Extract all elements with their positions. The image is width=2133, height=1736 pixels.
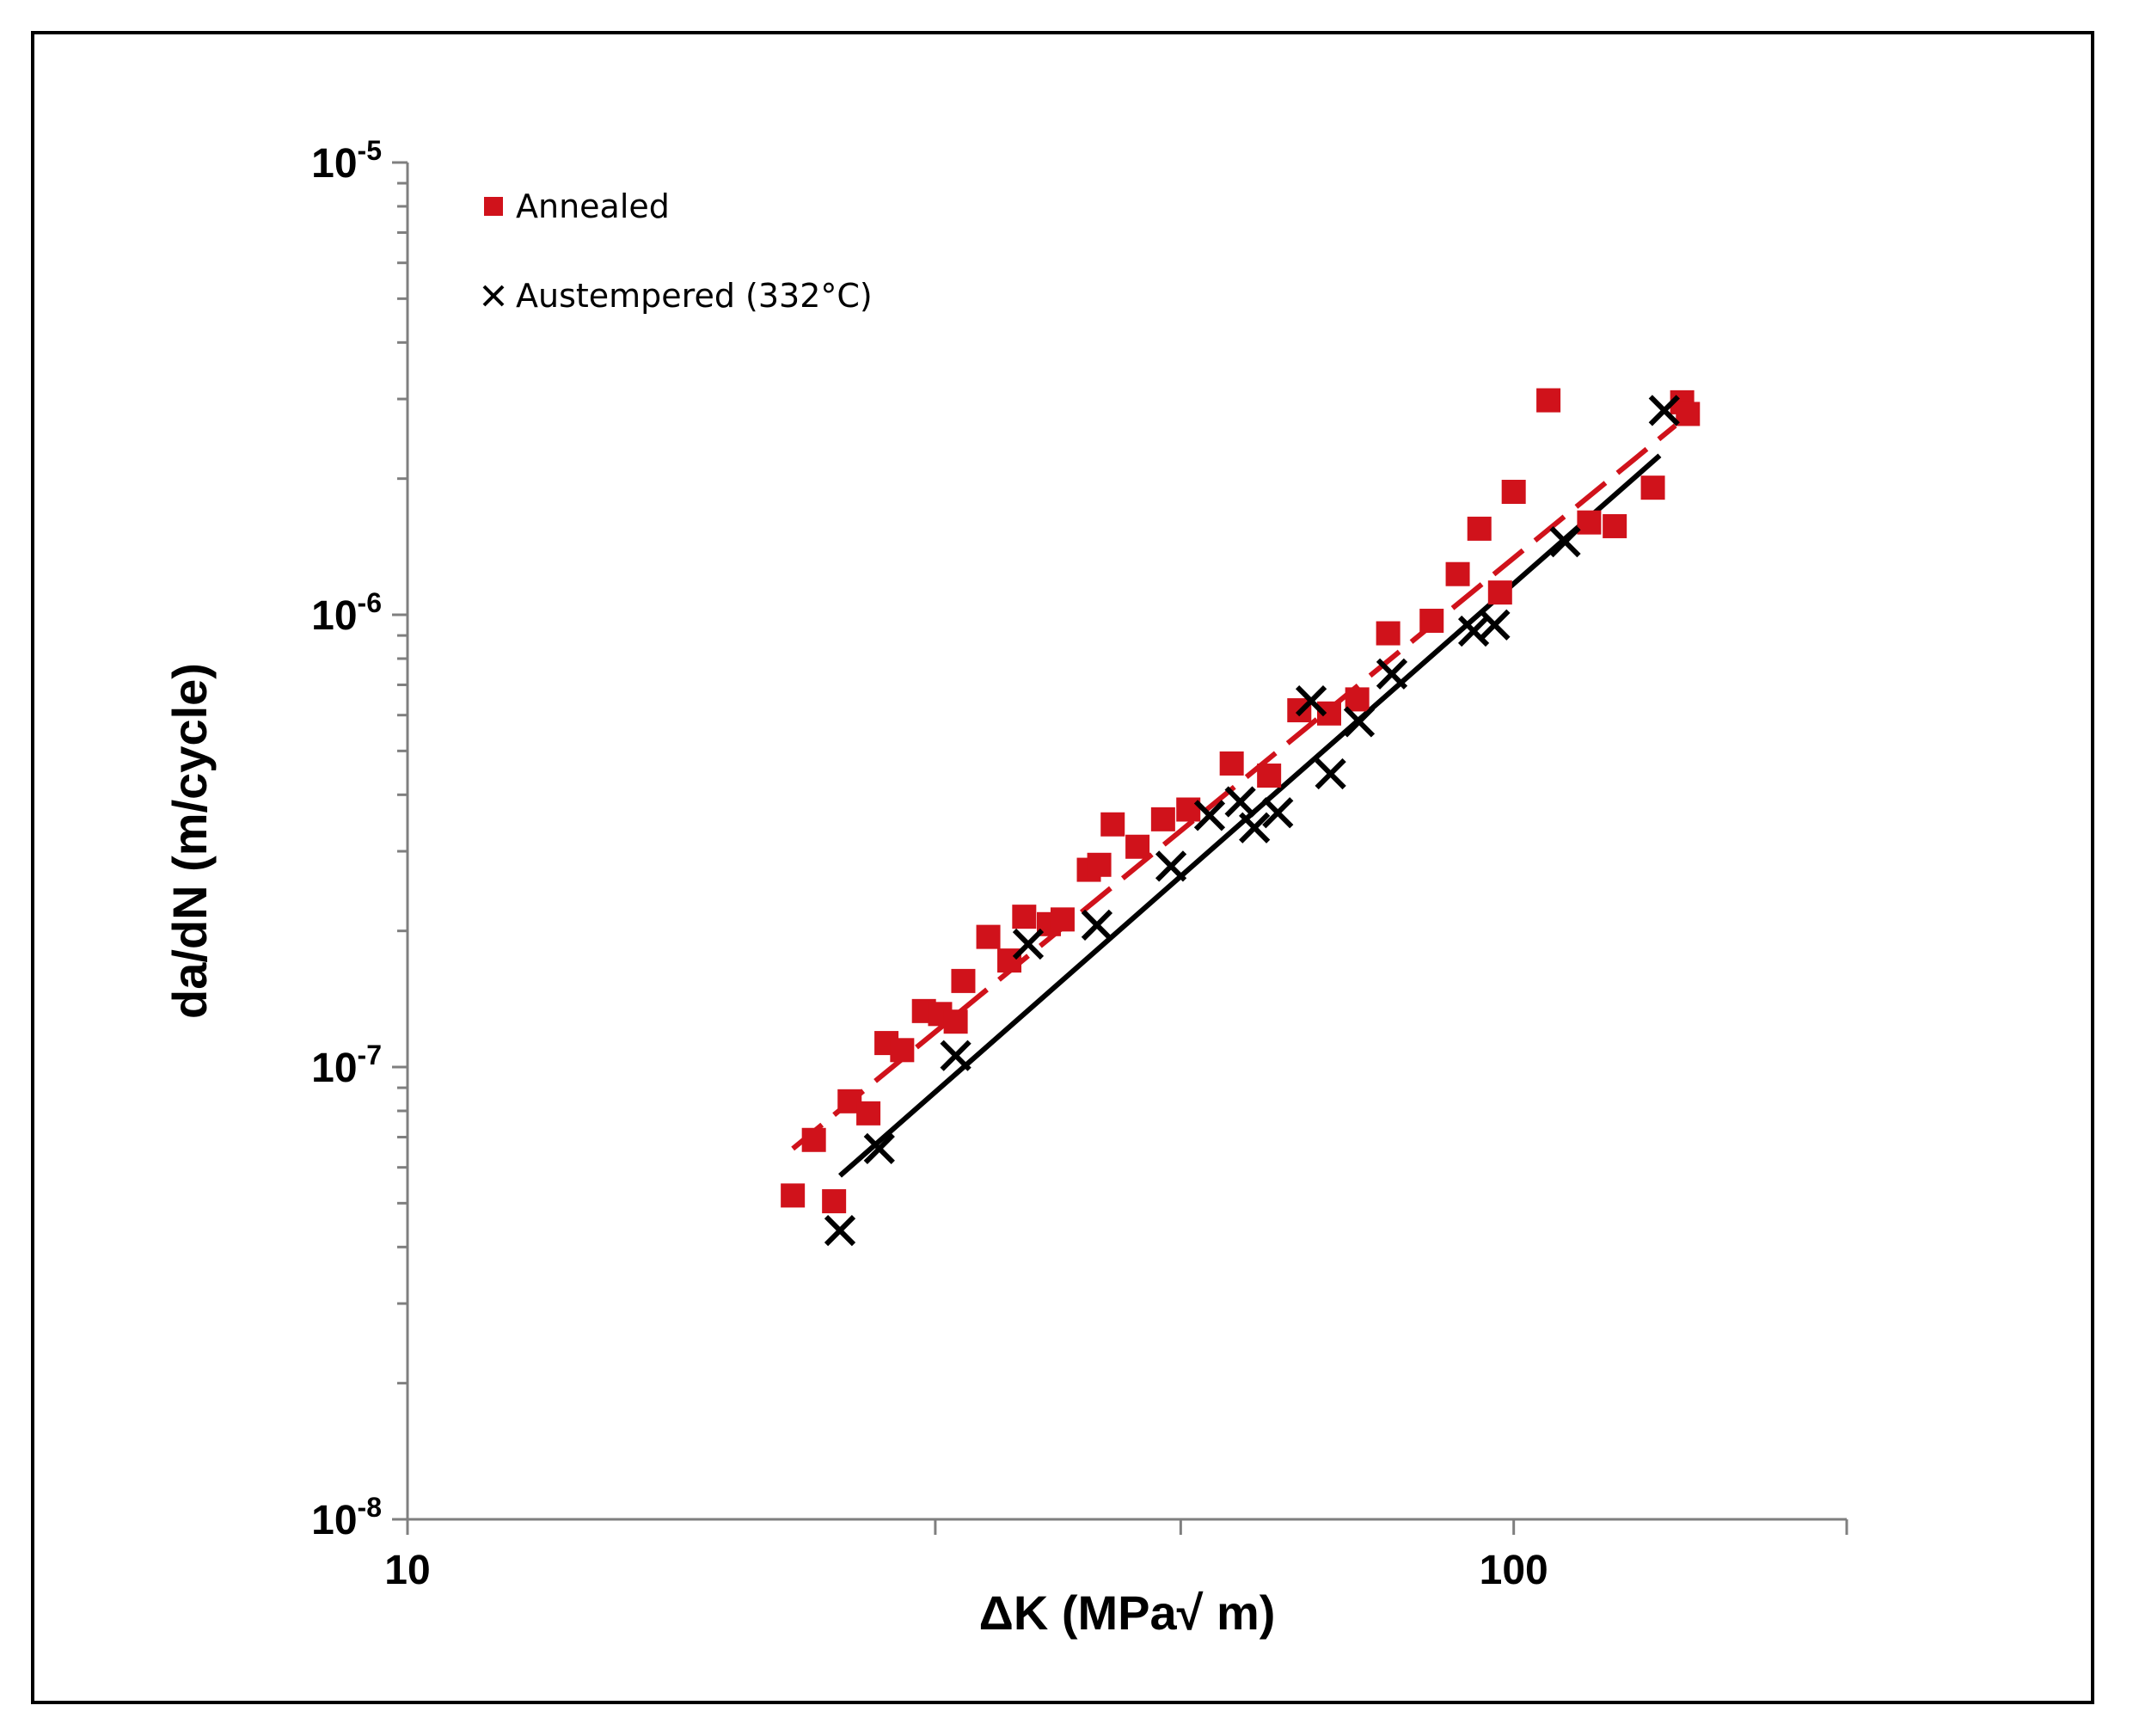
annealed-point	[1376, 621, 1401, 646]
austempered-point	[1262, 797, 1294, 829]
annealed-point	[1050, 907, 1075, 932]
austempered-point	[1193, 800, 1226, 831]
annealed-trend-line	[791, 423, 1677, 1151]
annealed-point	[890, 1038, 915, 1063]
y-tick-label: 10-5	[311, 135, 382, 187]
annealed-point	[1257, 764, 1282, 788]
annealed-point	[951, 968, 976, 993]
y-tick-exponent: -5	[358, 135, 382, 166]
annealed-point	[1501, 480, 1526, 505]
annealed-point	[1603, 513, 1627, 538]
y-tick-exponent: -8	[358, 1492, 382, 1523]
austempered-point	[1081, 909, 1113, 942]
annealed-point	[1219, 751, 1244, 776]
chart-frame	[31, 31, 2094, 1704]
annealed-point	[1577, 510, 1602, 535]
annealed-point	[1087, 852, 1112, 877]
austempered-point	[1155, 850, 1187, 882]
x-tick-label: 10	[384, 1548, 430, 1593]
legend: Annealed Austempered (332°C)	[482, 187, 873, 315]
annealed-point	[1487, 580, 1512, 605]
austempered-point	[940, 1040, 971, 1071]
legend-label: Annealed	[516, 187, 670, 225]
austempered-point	[1549, 525, 1581, 558]
y-tick-base: 10	[311, 1498, 357, 1543]
austempered-point	[863, 1132, 895, 1165]
annealed-point	[1467, 516, 1492, 541]
austempered-point	[1239, 812, 1271, 843]
austempered-point	[1012, 928, 1045, 960]
annealed-point	[943, 1009, 968, 1034]
y-tick-base: 10	[311, 593, 357, 639]
x-tick-label: 100	[1480, 1548, 1548, 1593]
axis-titles: ΔK (MPa√ m) da/dN (m/cycle)	[162, 663, 1275, 1640]
austempered-point	[1648, 395, 1680, 426]
y-tick-label: 10-6	[311, 587, 382, 639]
annealed-point	[801, 1127, 826, 1152]
austempered-point	[1343, 706, 1376, 738]
axes: 10-510-610-710-810 100	[311, 135, 1848, 1593]
austempered-point	[1315, 758, 1346, 790]
y-tick-label: 10-7	[311, 1040, 382, 1091]
legend-label: Austempered (332°C)	[516, 277, 873, 315]
annealed-point	[856, 1101, 881, 1126]
austempered-point	[1479, 609, 1511, 641]
annealed-point	[1150, 807, 1175, 831]
austempered-point	[1295, 685, 1327, 717]
annealed-point	[1100, 812, 1125, 837]
data-markers	[781, 388, 1701, 1247]
austempered-point	[1457, 615, 1490, 647]
legend-annealed-marker	[484, 197, 503, 216]
legend-austempered-marker	[482, 285, 505, 307]
austempered-point	[824, 1215, 856, 1247]
y-tick-label: 10-8	[311, 1492, 382, 1543]
annealed-point	[1536, 388, 1561, 413]
annealed-point	[976, 924, 1001, 949]
annealed-point	[1445, 561, 1470, 586]
annealed-point	[1125, 834, 1150, 859]
y-tick-exponent: -7	[358, 1040, 382, 1070]
annealed-point	[1676, 402, 1701, 426]
austempered-point	[1224, 786, 1256, 818]
austempered-trend-line	[838, 453, 1662, 1178]
annealed-point	[1640, 475, 1665, 500]
y-axis-title: da/dN (m/cycle)	[162, 663, 217, 1019]
y-tick-base: 10	[311, 1046, 357, 1091]
trend-lines	[791, 423, 1677, 1178]
annealed-point	[1012, 905, 1037, 929]
annealed-point	[822, 1189, 847, 1214]
annealed-point	[781, 1183, 806, 1208]
annealed-point	[1419, 608, 1444, 633]
y-tick-base: 10	[311, 141, 357, 187]
y-tick-exponent: -6	[358, 587, 382, 618]
x-axis-title: ΔK (MPa√ m)	[979, 1586, 1276, 1640]
annealed-point	[1345, 687, 1370, 712]
austempered-point	[1376, 658, 1408, 690]
